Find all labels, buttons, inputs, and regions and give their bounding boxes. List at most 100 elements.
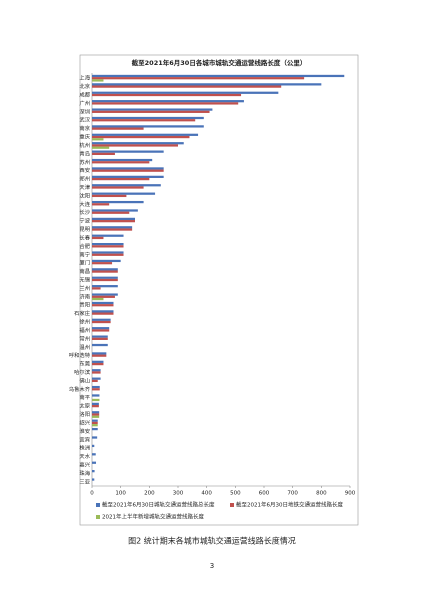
bar xyxy=(92,343,108,347)
bar xyxy=(92,278,118,282)
y-tick-label: 郑州 xyxy=(79,175,90,183)
chart-frame xyxy=(79,54,359,526)
bar xyxy=(92,138,104,141)
bar xyxy=(92,304,114,307)
bar xyxy=(92,77,305,80)
bar xyxy=(92,177,150,181)
bar xyxy=(92,398,100,402)
bar xyxy=(92,116,204,120)
bar xyxy=(92,245,124,248)
page-number: 3 xyxy=(210,562,214,570)
legend-label: 截至2021年6月30日地铁交通运营线路长度 xyxy=(236,501,343,509)
bar xyxy=(92,478,95,481)
bar xyxy=(92,287,101,290)
bar xyxy=(92,200,144,204)
x-tick-label: 600 xyxy=(259,491,270,497)
bar xyxy=(92,411,100,414)
bar xyxy=(92,110,210,113)
bar xyxy=(92,402,99,406)
y-tick-label: 长沙 xyxy=(79,208,90,216)
y-tick-label: 长春 xyxy=(79,233,90,241)
bar xyxy=(92,135,190,139)
bar xyxy=(92,167,164,170)
y-tick-label: 哈尔滨 xyxy=(74,368,91,376)
chart-title: 截至2021年6月30日各城市城轨交通运营线路长度（公里） xyxy=(132,58,307,67)
bar xyxy=(92,327,110,330)
y-tick-label: 珠海 xyxy=(79,469,90,477)
bar xyxy=(92,436,98,439)
bar xyxy=(92,352,107,355)
bar xyxy=(92,186,144,189)
y-tick-label: 天津 xyxy=(79,184,90,191)
bar xyxy=(92,125,204,128)
y-tick-label: 洛阳 xyxy=(79,410,90,418)
y-tick-label: 重庆 xyxy=(79,133,90,141)
bar xyxy=(92,119,196,122)
bar xyxy=(92,158,153,162)
y-tick-label: 嘉兴 xyxy=(79,460,90,468)
x-tick-label: 900 xyxy=(345,491,356,497)
y-tick-label: 南宁 xyxy=(79,250,90,258)
bar xyxy=(92,203,110,206)
bar xyxy=(92,337,108,340)
y-tick-label: 株洲 xyxy=(79,444,90,452)
x-tick-label: 700 xyxy=(287,491,298,497)
bar xyxy=(92,301,114,305)
bar xyxy=(92,226,133,229)
bar xyxy=(92,268,118,271)
bar xyxy=(92,405,99,408)
y-tick-label: 东莞 xyxy=(79,360,90,368)
y-tick-label: 南昌 xyxy=(79,267,90,275)
bar xyxy=(92,91,279,94)
y-tick-label: 三亚 xyxy=(79,478,90,485)
bar xyxy=(92,175,164,178)
bar xyxy=(92,102,239,105)
y-tick-label: 合肥 xyxy=(79,242,90,250)
legend-swatch xyxy=(230,503,234,507)
y-tick-label: 贵阳 xyxy=(79,301,90,309)
y-tick-label: 温州 xyxy=(79,343,90,351)
y-tick-label: 济南 xyxy=(79,292,90,300)
bar xyxy=(92,169,164,172)
bar xyxy=(92,243,124,246)
bar xyxy=(92,295,115,298)
bar xyxy=(92,413,100,416)
bar xyxy=(92,320,111,324)
bar xyxy=(92,146,110,149)
bar xyxy=(92,470,95,473)
y-tick-label: 青岛 xyxy=(79,149,90,157)
bar xyxy=(92,388,100,391)
bar xyxy=(92,385,100,389)
bar xyxy=(92,415,100,418)
bar xyxy=(92,253,124,256)
y-tick-label: 太原 xyxy=(79,402,90,410)
bar xyxy=(92,360,104,363)
y-tick-label: 淮安 xyxy=(79,427,90,435)
y-tick-label: 天水 xyxy=(79,452,90,460)
y-tick-label: 厦门 xyxy=(79,259,90,267)
bar xyxy=(92,79,104,82)
bar xyxy=(92,419,98,422)
bar xyxy=(92,74,345,78)
x-tick-label: 100 xyxy=(115,491,126,497)
legend-swatch xyxy=(96,503,100,507)
bar xyxy=(92,108,213,111)
y-tick-label: 佛山 xyxy=(79,376,90,384)
bar xyxy=(92,262,113,265)
bar xyxy=(92,424,98,427)
y-tick-label: 南京 xyxy=(79,124,90,132)
bar xyxy=(92,194,127,198)
bar xyxy=(92,335,108,338)
bar xyxy=(92,297,104,301)
bar xyxy=(92,259,121,263)
bar xyxy=(92,152,115,155)
y-tick-label: 常州 xyxy=(79,334,90,342)
bar xyxy=(92,150,164,153)
y-tick-label: 武汉 xyxy=(79,116,90,124)
x-tick-label: 400 xyxy=(201,491,212,497)
y-tick-label: 深圳 xyxy=(79,107,90,115)
bar xyxy=(92,228,133,231)
bar xyxy=(92,220,135,223)
bar xyxy=(92,142,184,145)
